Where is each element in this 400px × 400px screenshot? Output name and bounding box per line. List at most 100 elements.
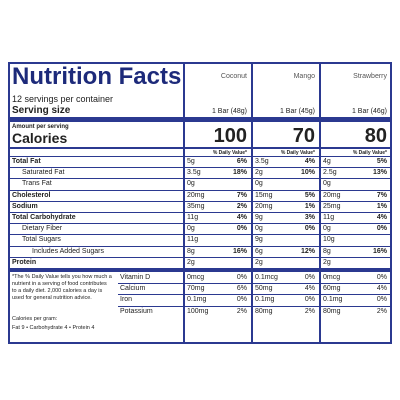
vitamin-dv: 6% <box>236 285 247 293</box>
vitamin-amount: 0.1mg <box>187 296 207 304</box>
nutrient-amount: 9g <box>255 236 263 244</box>
rule <box>118 305 390 307</box>
serving-size: 1 Bar (45g) <box>279 108 315 115</box>
nutrient-dv: 13% <box>372 169 387 177</box>
nutrient-dv: 5% <box>376 158 387 165</box>
nutrient-amount: 3.5g <box>255 158 269 165</box>
rule <box>10 234 390 235</box>
bullet: • <box>24 325 30 331</box>
nutrient-amount: 2g <box>323 258 331 266</box>
product-name: Mango <box>293 73 315 80</box>
vitamin-dv: 2% <box>236 307 247 315</box>
nutrient-label: Sodium <box>12 202 38 210</box>
nutrient-label: Dietary Fiber <box>22 225 63 233</box>
nutrient-amount: 2g <box>255 258 263 266</box>
column-separator <box>319 62 321 342</box>
nutrient-amount: 8g <box>187 247 195 255</box>
nutrient-amount: 0g <box>323 225 331 233</box>
rule <box>10 200 390 202</box>
nutrient-label: Saturated Fat <box>22 169 65 177</box>
frame <box>8 62 392 344</box>
column-separator <box>183 62 185 342</box>
nutrient-amount: 0g <box>187 180 195 188</box>
calories-per-gram-item: Protein 4 <box>72 325 95 331</box>
nutrient-label: Trans Fat <box>22 180 52 188</box>
calories-per-gram-label: Calories per gram: <box>12 316 58 322</box>
rule <box>10 245 390 247</box>
serving-size-label: Serving size <box>12 105 71 116</box>
calories-value: 100 <box>213 125 247 147</box>
vitamin-dv: 0% <box>376 296 387 304</box>
vitamin-amount: 0mcg <box>187 274 205 281</box>
rule <box>118 283 390 284</box>
rule <box>10 156 390 157</box>
nutrient-dv: 3% <box>304 214 315 221</box>
dv-header: % Daily Value* <box>280 150 315 156</box>
calories-value: 70 <box>292 125 315 147</box>
nutrient-dv: 5% <box>304 191 315 199</box>
nutrient-dv: 2% <box>236 202 247 210</box>
rule <box>10 117 390 122</box>
nutrient-amount: 20mg <box>323 191 341 199</box>
title: Nutrition Facts <box>12 63 182 90</box>
nutrient-label: Total Sugars <box>22 236 61 244</box>
nutrient-amount: 0g <box>323 180 331 188</box>
vitamin-dv: 0% <box>236 296 247 304</box>
vitamin-label: Calcium <box>120 285 146 293</box>
nutrient-amount: 4g <box>323 158 331 165</box>
rule <box>10 223 390 224</box>
servings: 12 servings per container <box>12 94 114 104</box>
calories-per-gram: Fat 9 • Carbohydrate 4 • Protein 4 <box>12 325 95 332</box>
nutrient-label: Includes Added Sugars <box>32 247 104 255</box>
vitamin-amount: 50mg <box>255 285 273 293</box>
product-name: Coconut <box>220 73 247 80</box>
vitamin-amount: 0.1mg <box>323 296 343 304</box>
nutrient-dv: 16% <box>372 247 387 255</box>
vitamin-amount: 100mg <box>187 307 209 315</box>
rule <box>10 147 390 149</box>
nutrient-amount: 11g <box>187 236 199 244</box>
nutrient-dv: 1% <box>376 202 387 210</box>
vitamin-dv: 0% <box>304 296 315 304</box>
vitamin-amount: 70mg <box>187 285 205 293</box>
calories-per-gram-item: Fat 9 <box>12 325 25 331</box>
vitamin-dv: 0% <box>236 274 247 281</box>
nutrient-amount: 0g <box>255 225 263 233</box>
rule <box>118 294 390 295</box>
nutrient-amount: 3.5g <box>187 169 201 177</box>
serving-size: 1 Bar (46g) <box>351 108 387 115</box>
vitamin-amount: 80mg <box>323 307 341 315</box>
footnote: *The % Daily Value tells you how much a … <box>12 274 112 302</box>
nutrient-amount: 10g <box>323 236 335 244</box>
rule <box>10 189 390 191</box>
vitamin-amount: 60mg <box>323 285 341 293</box>
vitamin-amount: 0mcg <box>323 274 341 281</box>
nutrient-dv: 18% <box>232 169 247 177</box>
dv-header: % Daily Value* <box>352 150 387 156</box>
calories-value: 80 <box>364 125 387 147</box>
serving-size: 1 Bar (48g) <box>211 108 247 115</box>
nutrient-label: Protein <box>12 258 37 266</box>
vitamin-dv: 4% <box>376 285 387 293</box>
vitamin-label: Vitamin D <box>120 274 151 281</box>
nutrient-amount: 9g <box>255 214 263 221</box>
nutrient-dv: 10% <box>300 169 315 177</box>
rule <box>10 268 390 272</box>
rule <box>10 178 390 179</box>
vitamin-label: Iron <box>120 296 133 304</box>
nutrient-dv: 4% <box>236 214 247 221</box>
nutrient-amount: 11g <box>323 214 335 221</box>
rule <box>10 256 390 258</box>
nutrient-label: Cholesterol <box>12 191 51 199</box>
nutrient-amount: 20mg <box>187 191 205 199</box>
vitamin-amount: 80mg <box>255 307 273 315</box>
calories-label: Calories <box>12 130 68 146</box>
nutrient-dv: 4% <box>304 158 315 165</box>
nutrient-amount: 20mg <box>255 202 273 210</box>
nutrient-amount: 2.5g <box>323 169 337 177</box>
nutrient-label: Total Carbohydrate <box>12 214 76 221</box>
nutrient-dv: 7% <box>236 191 247 199</box>
amount-per-serving: Amount per serving <box>12 124 69 130</box>
dv-header: % Daily Value* <box>212 150 247 156</box>
nutrient-amount: 15mg <box>255 191 273 199</box>
